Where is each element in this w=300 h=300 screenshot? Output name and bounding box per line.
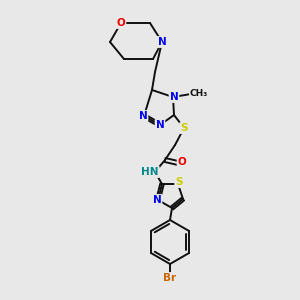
Text: S: S	[180, 123, 188, 133]
Text: CH₃: CH₃	[190, 89, 208, 98]
Text: N: N	[158, 37, 166, 47]
Text: N: N	[153, 195, 161, 205]
Text: S: S	[175, 177, 183, 187]
Text: HN: HN	[141, 167, 159, 177]
Text: N: N	[156, 120, 164, 130]
Text: N: N	[139, 111, 147, 121]
Text: O: O	[178, 157, 186, 167]
Text: Br: Br	[164, 273, 177, 283]
Text: N: N	[169, 92, 178, 102]
Text: O: O	[117, 18, 125, 28]
